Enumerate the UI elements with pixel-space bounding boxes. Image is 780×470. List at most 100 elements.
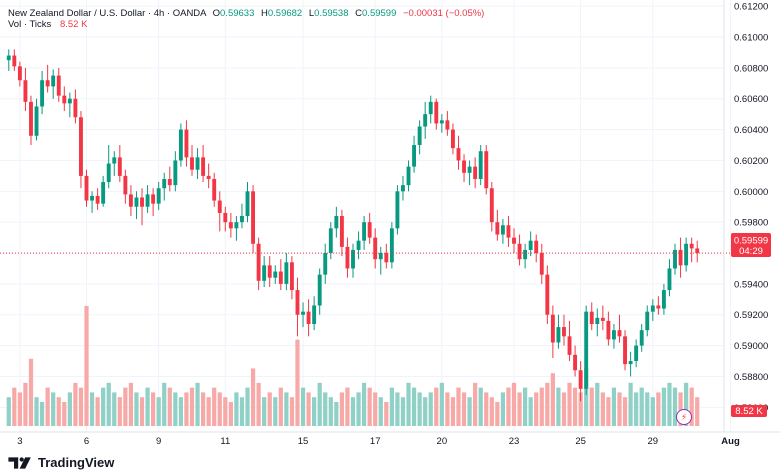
candle-body [389, 228, 394, 263]
last-price-badge: 0.59599 04:29 [731, 233, 771, 257]
volume-label[interactable]: Vol · Ticks [8, 19, 52, 30]
candle-body [262, 265, 267, 281]
candle-body [151, 194, 156, 204]
candle-body [323, 253, 328, 275]
candle-body [40, 80, 45, 107]
candle-body [217, 200, 222, 213]
candle-body [656, 305, 661, 309]
candle-body [617, 330, 622, 337]
volume-bar [245, 387, 250, 426]
candle-body [500, 225, 505, 235]
candle-body [190, 157, 194, 170]
candle-body [428, 101, 433, 115]
candle-body [295, 290, 300, 315]
open-value: 0.59633 [220, 8, 255, 19]
candle-body [612, 330, 616, 340]
volume-bar [500, 392, 506, 426]
volume-bar [234, 392, 239, 426]
volume-bar [406, 382, 411, 426]
candle-body [17, 66, 22, 81]
tradingview-logo[interactable]: TradingView [8, 455, 114, 470]
change-value: −0.00031 (−0.05%) [403, 8, 485, 19]
volume-bar [106, 382, 111, 426]
candle-body [445, 120, 450, 130]
volume-bar [473, 382, 478, 426]
volume-bar [350, 397, 356, 426]
candle-body [495, 222, 500, 235]
candle-body [512, 237, 516, 244]
candle-body [623, 336, 627, 365]
volume-bar [228, 402, 233, 426]
candle-body [251, 191, 256, 244]
high-value: 0.59682 [267, 8, 303, 19]
price-tick-label: 0.59800 [734, 218, 768, 229]
volume-bar [123, 387, 128, 426]
candle-body [167, 178, 172, 186]
candle-body [79, 117, 83, 176]
price-tick-label: 0.61000 [734, 33, 768, 44]
volume-bar [661, 387, 667, 426]
candle-body [384, 253, 389, 263]
candle-body [201, 157, 206, 176]
volume-legend[interactable]: Vol · Ticks 8.52 K [8, 19, 87, 30]
volume-value: 8.52 K [59, 19, 88, 30]
candle-body [684, 243, 689, 266]
volume-bar [528, 397, 533, 426]
candle-body [312, 305, 317, 324]
candle-body [539, 253, 544, 275]
price-candles [6, 49, 700, 402]
time-tick-label: 11 [220, 436, 230, 447]
time-tick-label: 3 [17, 436, 22, 447]
volume-bar [656, 392, 661, 426]
candle-body [517, 243, 522, 260]
time-tick-label: 15 [298, 436, 309, 447]
candle-body [556, 327, 561, 343]
candle-body [401, 185, 405, 192]
volume-bar [384, 402, 389, 426]
volume-bar [334, 402, 339, 426]
candle-body [245, 191, 250, 216]
volume-bar [34, 397, 39, 426]
candle-body [467, 166, 472, 173]
volume-bar [78, 387, 84, 426]
volume-bar [101, 387, 106, 426]
price-tick-label: 0.61200 [734, 2, 768, 13]
volume-bar [461, 392, 467, 426]
candle-body [534, 240, 539, 254]
symbol-legend[interactable]: New Zealand Dollar / U.S. Dollar · 4h · … [8, 7, 484, 21]
volume-bar [545, 382, 550, 426]
candle-body [378, 253, 383, 260]
volume-bar [295, 339, 300, 426]
volume-bar [156, 397, 161, 426]
price-tick-label: 0.60000 [734, 187, 768, 198]
candle-body [123, 175, 128, 195]
candle-body [67, 98, 72, 104]
time-tick-label: 6 [84, 436, 89, 447]
time-axis[interactable]: 36911151720232529Aug5710 [0, 431, 780, 447]
candle-body [367, 222, 372, 238]
candle-body [584, 311, 589, 389]
candle-body [351, 249, 355, 269]
candle-body [606, 320, 611, 340]
candle-body [240, 216, 244, 223]
volume-bar [306, 392, 311, 426]
candle-body [356, 240, 361, 250]
candle-body [34, 106, 39, 136]
candle-body [134, 197, 139, 207]
candle-body [162, 178, 167, 189]
volume-bar [367, 387, 372, 426]
volume-bar [145, 387, 150, 426]
time-tick-label: 17 [370, 436, 381, 447]
volume-bar [73, 382, 78, 426]
volume-bar [561, 392, 567, 426]
volume-bar [339, 392, 345, 426]
volume-bar [151, 392, 156, 426]
symbol-title[interactable]: New Zealand Dollar / U.S. Dollar · 4h · … [8, 8, 206, 19]
volume-bar [284, 392, 289, 426]
volume-bars [6, 306, 700, 426]
candle-body [29, 101, 33, 136]
open-label: O [212, 8, 221, 19]
candle-body [489, 188, 494, 223]
lightning-icon[interactable]: ⚡ [676, 409, 692, 425]
